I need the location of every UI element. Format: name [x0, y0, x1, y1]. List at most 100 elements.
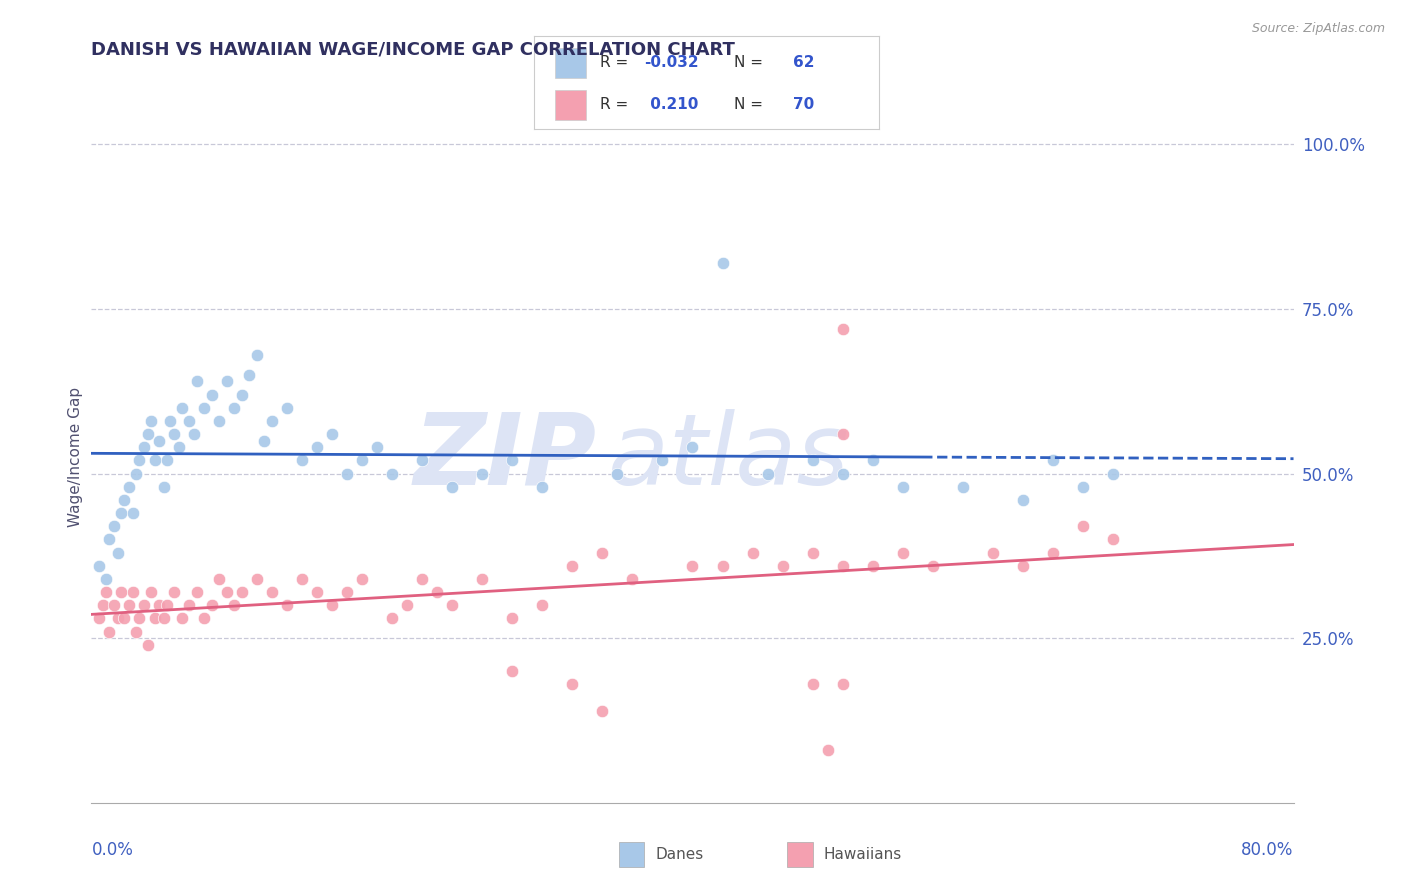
Point: [336, 467, 359, 481]
Point: [741, 546, 763, 560]
Point: [305, 585, 328, 599]
Point: [801, 677, 824, 691]
Point: [107, 611, 129, 625]
Point: [381, 467, 404, 481]
Point: [366, 440, 388, 454]
Point: [143, 453, 166, 467]
Point: [1042, 546, 1064, 560]
Point: [561, 558, 583, 573]
Point: [1102, 533, 1125, 547]
Point: [177, 414, 200, 428]
Text: -0.032: -0.032: [644, 55, 699, 70]
Point: [163, 427, 186, 442]
Point: [183, 427, 205, 442]
Text: DANISH VS HAWAIIAN WAGE/INCOME GAP CORRELATION CHART: DANISH VS HAWAIIAN WAGE/INCOME GAP CORRE…: [91, 40, 735, 58]
Point: [336, 585, 359, 599]
Point: [1071, 519, 1094, 533]
Point: [1042, 453, 1064, 467]
Point: [440, 480, 463, 494]
Point: [711, 558, 734, 573]
Point: [471, 467, 494, 481]
Point: [110, 585, 132, 599]
Point: [591, 546, 613, 560]
Point: [122, 506, 145, 520]
Point: [118, 480, 141, 494]
Point: [98, 533, 121, 547]
Point: [125, 624, 148, 639]
Point: [1012, 558, 1035, 573]
Point: [501, 453, 523, 467]
Point: [260, 585, 283, 599]
Point: [177, 599, 200, 613]
Point: [128, 453, 150, 467]
Point: [440, 599, 463, 613]
Point: [305, 440, 328, 454]
Point: [170, 611, 193, 625]
Point: [246, 572, 269, 586]
Point: [922, 558, 945, 573]
Text: R =: R =: [600, 97, 633, 112]
Point: [501, 664, 523, 678]
Point: [238, 368, 260, 382]
Point: [186, 375, 208, 389]
Point: [141, 585, 163, 599]
Point: [122, 585, 145, 599]
Point: [531, 599, 554, 613]
Text: atlas: atlas: [609, 409, 851, 506]
Point: [224, 401, 246, 415]
Point: [170, 401, 193, 415]
Point: [831, 677, 853, 691]
Point: [681, 558, 703, 573]
Point: [711, 256, 734, 270]
Text: 0.210: 0.210: [644, 97, 697, 112]
Point: [103, 519, 125, 533]
Point: [381, 611, 404, 625]
Point: [138, 427, 160, 442]
Point: [1071, 480, 1094, 494]
Point: [801, 453, 824, 467]
Point: [201, 387, 224, 401]
Point: [186, 585, 208, 599]
Point: [411, 572, 433, 586]
Point: [215, 375, 238, 389]
FancyBboxPatch shape: [555, 90, 586, 120]
Point: [501, 611, 523, 625]
Point: [231, 585, 253, 599]
Point: [831, 558, 853, 573]
Text: 80.0%: 80.0%: [1241, 841, 1294, 859]
FancyBboxPatch shape: [555, 48, 586, 78]
Point: [96, 572, 118, 586]
Point: [276, 599, 298, 613]
Point: [531, 480, 554, 494]
Point: [208, 572, 231, 586]
Point: [201, 599, 224, 613]
Point: [148, 434, 170, 448]
Point: [981, 546, 1004, 560]
Text: R =: R =: [600, 55, 633, 70]
Point: [96, 585, 118, 599]
Point: [862, 558, 884, 573]
Point: [801, 546, 824, 560]
Point: [152, 480, 174, 494]
Point: [681, 440, 703, 454]
Point: [215, 585, 238, 599]
Point: [193, 401, 215, 415]
Point: [411, 453, 433, 467]
Point: [1102, 467, 1125, 481]
Point: [395, 599, 418, 613]
Point: [831, 427, 853, 442]
Point: [831, 467, 853, 481]
Point: [159, 414, 181, 428]
Point: [350, 572, 373, 586]
Point: [114, 492, 136, 507]
Text: Hawaiians: Hawaiians: [824, 847, 903, 862]
Point: [591, 704, 613, 718]
Point: [891, 480, 914, 494]
Text: N =: N =: [734, 97, 768, 112]
Point: [132, 440, 155, 454]
Point: [891, 546, 914, 560]
Text: ZIP: ZIP: [413, 409, 596, 506]
Point: [98, 624, 121, 639]
Text: Source: ZipAtlas.com: Source: ZipAtlas.com: [1251, 22, 1385, 36]
Point: [224, 599, 246, 613]
